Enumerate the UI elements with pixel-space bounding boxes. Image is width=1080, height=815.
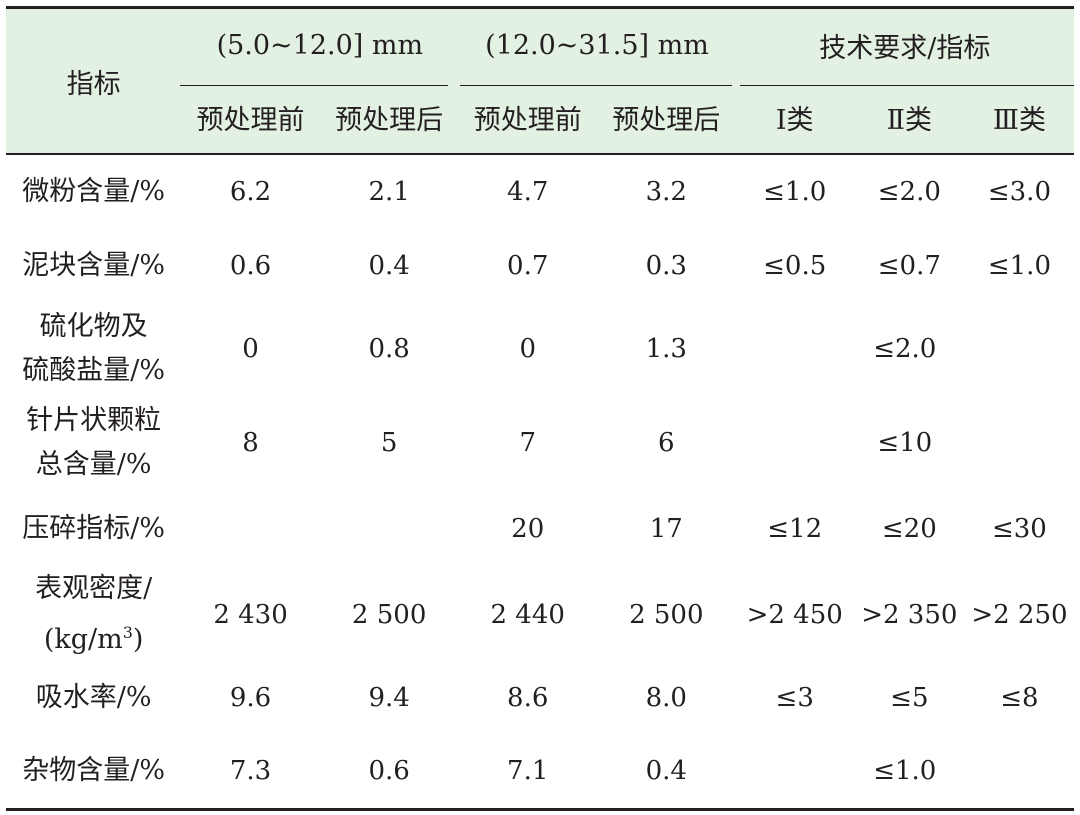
table-row: 针片状颗粒总含量/% 8 5 7 6 ≤10: [6, 395, 1074, 491]
table-cell: ≤20: [881, 514, 937, 544]
table-cell: 2.1: [368, 177, 410, 207]
table-row: 吸水率/% 9.6 9.4 8.6 8.0 ≤3 ≤5 ≤8: [6, 662, 1074, 734]
table-cell: 3.2: [645, 177, 687, 207]
header-row-groups: 指标 (5.0~12.0] mm (12.0~31.5] mm 技术要求/指标: [6, 6, 1074, 155]
header-row-subs: 预处理前 预处理后 预处理前 预处理后 Ⅰ类 Ⅱ类 Ⅲ类: [6, 81, 1074, 155]
table-cell: 1.3: [645, 334, 687, 364]
table-cell: 20: [511, 514, 545, 544]
table-cell: 9.4: [368, 683, 410, 713]
sub-header-class-2: Ⅱ类: [853, 81, 965, 155]
table-cell: ≤3.0: [987, 177, 1051, 207]
table-cell: 7.1: [458, 734, 598, 811]
table-cell: 2 500: [351, 599, 427, 630]
table-cell: >2 450: [746, 599, 843, 630]
table-cell: [320, 491, 459, 567]
data-table-container: 指标 (5.0~12.0] mm (12.0~31.5] mm 技术要求/指标 …: [6, 6, 1074, 811]
table-cell: ≤30: [991, 514, 1047, 544]
table-cell: ≤1.0: [763, 177, 827, 207]
row-label: 杂物含量/%: [6, 734, 182, 811]
table-row: 表观密度/ (kg/m3) 2 430 2 500 2 440 2 500 >2 …: [6, 567, 1074, 662]
row-label: 微粉含量/%: [22, 176, 166, 207]
table-cell: 4.7: [507, 177, 549, 207]
table-cell: 5: [380, 428, 398, 458]
table-cell: 2 500: [629, 599, 704, 630]
row-label-line: 针片状颗粒: [26, 405, 162, 436]
table-cell: 0.8: [368, 334, 410, 364]
table-cell: 8.6: [507, 683, 549, 713]
row-label: 泥块含量/%: [22, 250, 166, 281]
table-cell: ≤2.0: [877, 177, 941, 207]
sub-header-class-1: Ⅰ类: [735, 81, 854, 155]
table-cell: 7.3: [181, 734, 320, 811]
row-label: 吸水率/%: [35, 682, 152, 713]
row-label: 硫化物及硫酸盐量/%: [6, 303, 181, 395]
group-underline-3: [740, 85, 1074, 86]
row-label: 针片状颗粒总含量/%: [6, 395, 181, 491]
group-header-5-12: (5.0~12.0] mm: [181, 6, 459, 81]
table-cell: 2 430: [213, 599, 288, 630]
table-cell: 0.6: [229, 251, 272, 281]
table-cell: 9.6: [229, 683, 272, 713]
table-cell: ≤0.5: [763, 251, 827, 281]
table-cell: 0.4: [597, 734, 736, 811]
group-header-requirement: 技术要求/指标: [735, 6, 1074, 81]
table-cell: ≤8: [1000, 683, 1039, 713]
table-row: 硫化物及硫酸盐量/% 0 0.8 0 1.3 ≤2.0: [6, 303, 1074, 395]
table-cell: ≤5: [890, 683, 929, 713]
row-label-line: ): [132, 624, 144, 655]
table-cell: 6.2: [229, 177, 272, 207]
table-cell: >2 350: [861, 599, 958, 630]
table-header: 指标 (5.0~12.0] mm (12.0~31.5] mm 技术要求/指标 …: [6, 6, 1074, 155]
row-label-line: 硫酸盐量/%: [22, 355, 166, 386]
table-cell: >2 250: [971, 599, 1068, 630]
table-row: 泥块含量/% 0.6 0.4 0.7 0.3 ≤0.5 ≤0.7 ≤1.0: [6, 229, 1074, 303]
table-cell: ≤12: [767, 514, 823, 544]
row-label-line: 总含量/%: [35, 449, 152, 480]
table-row: 微粉含量/% 6.2 2.1 4.7 3.2 ≤1.0 ≤2.0 ≤3.0: [6, 154, 1074, 229]
sub-header: 预处理前: [458, 81, 598, 155]
table-cell: 8: [242, 428, 259, 458]
table-cell: [181, 491, 320, 567]
table-row: 杂物含量/% 7.3 0.6 7.1 0.4 ≤1.0: [6, 734, 1074, 811]
requirement-cell: ≤2.0: [873, 334, 937, 364]
table-body: 微粉含量/% 6.2 2.1 4.7 3.2 ≤1.0 ≤2.0 ≤3.0 泥块…: [6, 154, 1074, 811]
table-cell: 0.4: [368, 251, 410, 281]
row-label: 压碎指标/%: [22, 513, 166, 544]
sub-header: 预处理前: [181, 81, 320, 155]
table-cell: 0.3: [645, 251, 687, 281]
sub-header-class-3: Ⅲ类: [964, 81, 1074, 155]
row-label-line: 表观密度/: [35, 573, 153, 604]
table-cell: 0.6: [319, 734, 459, 811]
data-table: 指标 (5.0~12.0] mm (12.0~31.5] mm 技术要求/指标 …: [6, 6, 1074, 811]
sub-header: 预处理后: [597, 81, 736, 155]
sub-header: 预处理后: [319, 81, 459, 155]
row-label-line: 硫化物及: [39, 311, 148, 342]
table-cell: 6: [658, 428, 675, 458]
table-row: 压碎指标/% 20 17 ≤12 ≤20 ≤30: [6, 491, 1074, 567]
table-cell: 17: [649, 514, 683, 544]
requirement-cell: ≤10: [877, 428, 933, 458]
table-cell: ≤3: [775, 683, 814, 713]
row-label-line: (kg/m: [43, 624, 123, 655]
table-cell: 2 440: [490, 599, 565, 630]
row-label-superscript: 3: [122, 623, 133, 642]
table-cell: 8.0: [645, 683, 687, 713]
group-underline-2: [460, 85, 732, 86]
group-header-12-31: (12.0~31.5] mm: [458, 6, 736, 81]
table-cell: 0.7: [507, 251, 549, 281]
table-cell: ≤1.0: [987, 251, 1051, 281]
row-label: 表观密度/ (kg/m3): [6, 567, 181, 662]
requirement-cell: ≤1.0: [735, 734, 1074, 811]
group-underline-1: [180, 85, 448, 86]
table-cell: 0: [519, 334, 536, 364]
table-cell: 7: [519, 428, 536, 458]
corner-header: 指标: [6, 6, 182, 155]
table-cell: ≤0.7: [877, 251, 941, 281]
table-cell: 0: [242, 334, 259, 364]
